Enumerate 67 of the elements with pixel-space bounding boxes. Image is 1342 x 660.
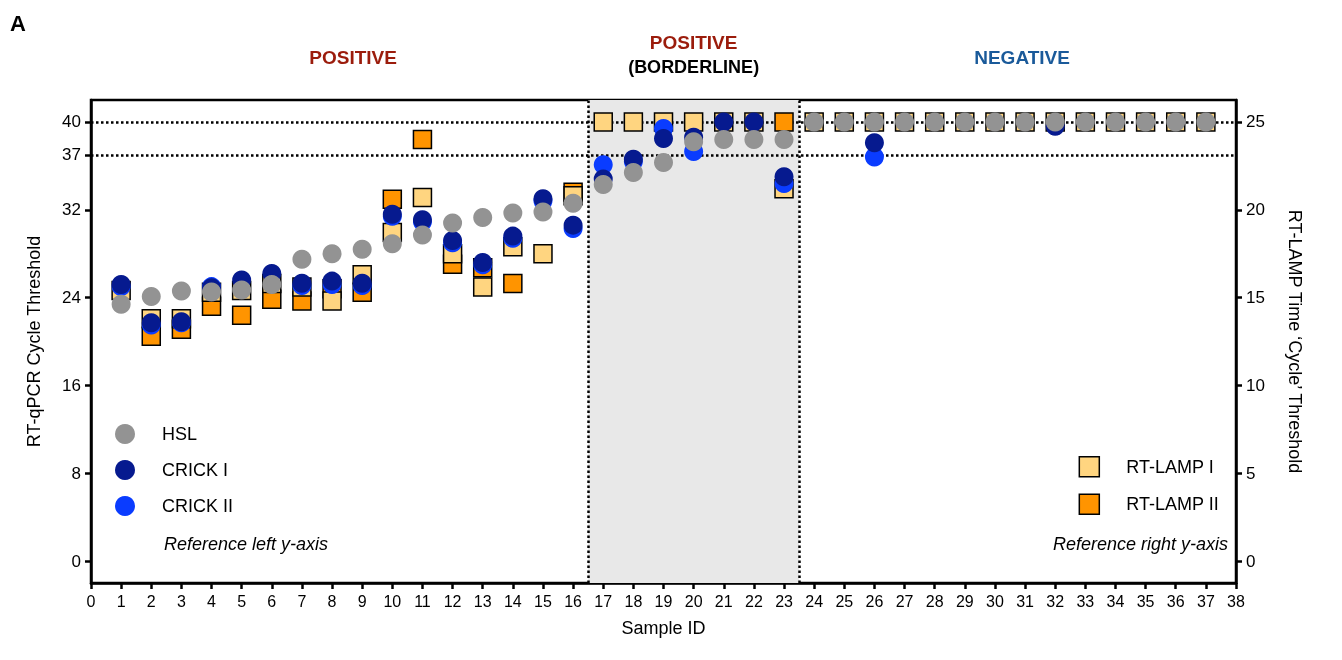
x-tick-label: 27 xyxy=(895,592,914,610)
x-tick-label: 22 xyxy=(745,592,763,610)
y2-tick-label: 10 xyxy=(1246,375,1265,395)
y-tick-label: 40 xyxy=(62,112,81,132)
x-tick-label: 35 xyxy=(1136,592,1155,610)
x-tick-label: 20 xyxy=(684,592,703,610)
x-tick-label: 37 xyxy=(1196,592,1215,610)
y2-tick-label: 15 xyxy=(1246,288,1265,308)
text: (BORDERLINE) xyxy=(628,57,760,77)
text: POSITIVE xyxy=(649,32,738,53)
text: NEGATIVE xyxy=(974,47,1070,68)
annotation: Reference left y-axis xyxy=(164,534,329,554)
legend-label: RT-LAMP I xyxy=(1126,456,1214,477)
x-tick-label: 6 xyxy=(267,592,277,610)
x-tick-label: 16 xyxy=(564,592,583,610)
text: POSITIVE xyxy=(309,47,397,68)
y-tick-label: 16 xyxy=(62,375,81,395)
y-axis-title: RT-qPCR Cycle Threshold xyxy=(24,235,44,448)
x-tick-label: 30 xyxy=(986,592,1004,610)
legend-label: CRICK II xyxy=(162,496,234,516)
text: A xyxy=(10,10,26,36)
y-tick-label: 0 xyxy=(71,551,81,571)
x-tick-label: 3 xyxy=(176,592,186,610)
x-tick-label: 7 xyxy=(297,592,307,610)
y2-tick-label: 20 xyxy=(1246,200,1265,220)
y2-tick-label: 25 xyxy=(1246,112,1265,132)
y2-tick-label: 0 xyxy=(1246,551,1256,571)
y2-axis-title: RT-LAMP Time ‘Cycle’ Threshold xyxy=(1285,209,1305,474)
y-tick-label: 24 xyxy=(62,288,81,308)
x-tick-label: 38 xyxy=(1227,592,1245,610)
x-tick-label: 12 xyxy=(443,592,462,610)
x-tick-label: 13 xyxy=(473,592,492,610)
x-tick-label: 21 xyxy=(714,592,733,610)
x-tick-label: 5 xyxy=(237,592,247,610)
x-tick-label: 31 xyxy=(1016,592,1035,610)
legend-label: RT-LAMP II xyxy=(1126,494,1219,515)
x-tick-label: 18 xyxy=(624,592,643,610)
x-tick-label: 14 xyxy=(503,592,522,610)
legend-label: HSL xyxy=(162,424,198,444)
y-tick-label: 37 xyxy=(62,145,81,165)
x-tick-label: 34 xyxy=(1106,592,1125,610)
y-tick-label: 8 xyxy=(71,463,81,483)
x-tick-label: 29 xyxy=(955,592,974,610)
x-tick-label: 32 xyxy=(1046,592,1065,610)
x-tick-label: 1 xyxy=(116,592,126,610)
x-tick-label: 4 xyxy=(207,592,217,610)
x-tick-label: 10 xyxy=(383,592,402,610)
y-tick-label: 32 xyxy=(62,200,81,220)
x-tick-label: 0 xyxy=(86,592,96,610)
x-tick-label: 23 xyxy=(775,592,794,610)
annotation: Reference right y-axis xyxy=(1052,534,1229,554)
x-tick-label: 9 xyxy=(357,592,367,610)
y2-tick-label: 5 xyxy=(1246,463,1256,483)
x-tick-label: 25 xyxy=(835,592,854,610)
x-tick-label: 8 xyxy=(327,592,337,610)
x-tick-label: 15 xyxy=(534,592,552,610)
x-tick-label: 33 xyxy=(1076,592,1095,610)
x-tick-label: 19 xyxy=(654,592,673,610)
x-tick-label: 26 xyxy=(865,592,884,610)
legend-label: CRICK I xyxy=(162,460,229,480)
x-tick-label: 24 xyxy=(805,592,824,610)
x-tick-label: 11 xyxy=(414,592,431,610)
x-tick-label: 2 xyxy=(146,592,156,610)
x-axis-title: Sample ID xyxy=(621,618,706,638)
x-tick-label: 17 xyxy=(594,592,613,610)
x-tick-label: 28 xyxy=(925,592,944,610)
x-tick-label: 36 xyxy=(1166,592,1185,610)
